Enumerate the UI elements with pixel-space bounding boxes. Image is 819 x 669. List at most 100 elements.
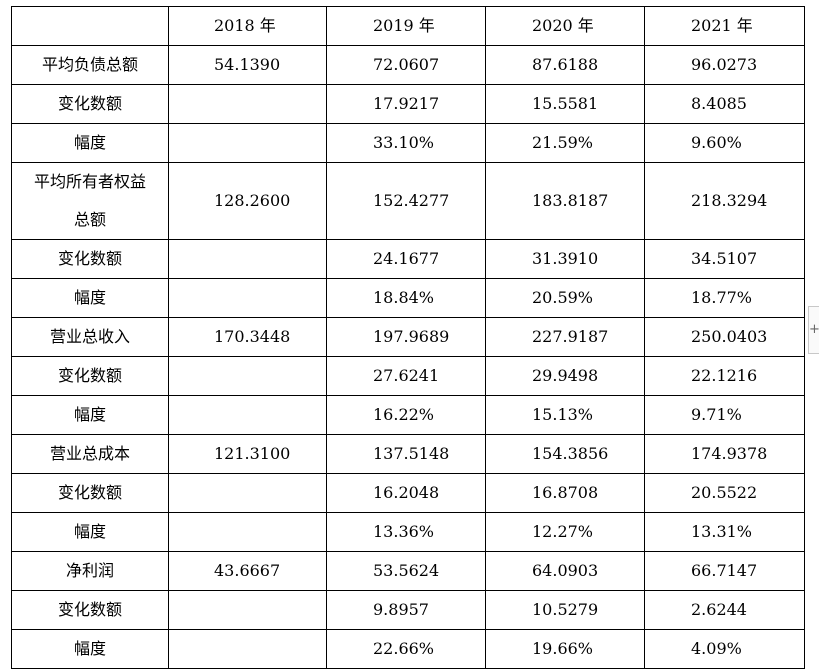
cell-value: 54.1390 [168, 45, 327, 85]
row-label: 幅度 [11, 512, 169, 552]
cell-value: 174.9378 [644, 434, 805, 474]
cell-value: 9.71% [644, 395, 805, 435]
cell-value: 4.09% [644, 629, 805, 669]
row-label: 净利润 [11, 551, 169, 591]
row-label: 变化数额 [11, 473, 169, 513]
cell-value: 20.59% [485, 278, 645, 318]
cell-value: 2.6244 [644, 590, 805, 630]
cell-value: 13.31% [644, 512, 805, 552]
table-row: 幅度 18.84% 20.59% 18.77% [11, 278, 805, 318]
cell-value [168, 278, 327, 318]
cell-value: 27.6241 [326, 356, 486, 396]
cell-value: 16.2048 [326, 473, 486, 513]
cell-value: 66.7147 [644, 551, 805, 591]
cell-value: 137.5148 [326, 434, 486, 474]
cell-value: 31.3910 [485, 239, 645, 279]
cell-value: 16.22% [326, 395, 486, 435]
cell-value: 170.3448 [168, 317, 327, 357]
cell-value: 13.36% [326, 512, 486, 552]
cell-value: 29.9498 [485, 356, 645, 396]
table-row: 变化数额 9.8957 10.5279 2.6244 [11, 590, 805, 630]
cell-value: 18.84% [326, 278, 486, 318]
cell-value: 22.66% [326, 629, 486, 669]
cell-value: 53.5624 [326, 551, 486, 591]
header-year-2019: 2019 年 [326, 6, 486, 46]
cell-value [168, 590, 327, 630]
financial-table: 2018 年 2019 年 2020 年 2021 年 平均负债总额 54.13… [11, 6, 805, 669]
cell-value: 218.3294 [644, 162, 805, 240]
cell-value [168, 512, 327, 552]
cell-value [168, 239, 327, 279]
cell-value: 87.6188 [485, 45, 645, 85]
cell-value: 15.5581 [485, 84, 645, 124]
table-row: 营业总收入 170.3448 197.9689 227.9187 250.040… [11, 317, 805, 357]
table-row: 营业总成本 121.3100 137.5148 154.3856 174.937… [11, 434, 805, 474]
cell-value: 9.60% [644, 123, 805, 163]
row-label-line2: 总额 [73, 210, 106, 229]
cell-value: 12.27% [485, 512, 645, 552]
row-label: 变化数额 [11, 84, 169, 124]
row-label: 变化数额 [11, 356, 169, 396]
table-row: 幅度 22.66% 19.66% 4.09% [11, 629, 805, 669]
cell-value [168, 629, 327, 669]
cell-value: 152.4277 [326, 162, 486, 240]
table-row: 变化数额 27.6241 29.9498 22.1216 [11, 356, 805, 396]
cell-value: 15.13% [485, 395, 645, 435]
cell-value: 18.77% [644, 278, 805, 318]
row-label: 平均负债总额 [11, 45, 169, 85]
cell-value [168, 473, 327, 513]
cell-value: 33.10% [326, 123, 486, 163]
table-row: 幅度 33.10% 21.59% 9.60% [11, 123, 805, 163]
header-year-2021: 2021 年 [644, 6, 805, 46]
cell-value: 19.66% [485, 629, 645, 669]
cell-value: 10.5279 [485, 590, 645, 630]
header-year-2018: 2018 年 [168, 6, 327, 46]
cell-value [168, 84, 327, 124]
header-corner-cell [11, 6, 169, 46]
cell-value: 8.4085 [644, 84, 805, 124]
header-row: 2018 年 2019 年 2020 年 2021 年 [11, 6, 805, 46]
cell-value: 197.9689 [326, 317, 486, 357]
row-label: 营业总收入 [11, 317, 169, 357]
row-label: 幅度 [11, 278, 169, 318]
cell-value: 21.59% [485, 123, 645, 163]
cell-value: 24.1677 [326, 239, 486, 279]
table-row: 平均所有者权益 总额 128.2600 152.4277 183.8187 218… [11, 162, 805, 240]
table-row: 幅度 16.22% 15.13% 9.71% [11, 395, 805, 435]
cell-value: 22.1216 [644, 356, 805, 396]
row-label: 营业总成本 [11, 434, 169, 474]
row-label: 幅度 [11, 123, 169, 163]
row-label: 幅度 [11, 629, 169, 669]
cell-value [168, 356, 327, 396]
cell-value: 34.5107 [644, 239, 805, 279]
cell-value: 227.9187 [485, 317, 645, 357]
cell-value: 128.2600 [168, 162, 327, 240]
cell-value: 250.0403 [644, 317, 805, 357]
cell-value: 16.8708 [485, 473, 645, 513]
table-row: 平均负债总额 54.1390 72.0607 87.6188 96.0273 [11, 45, 805, 85]
row-label: 幅度 [11, 395, 169, 435]
table-row: 幅度 13.36% 12.27% 13.31% [11, 512, 805, 552]
table-row: 变化数额 17.9217 15.5581 8.4085 [11, 84, 805, 124]
cell-value: 17.9217 [326, 84, 486, 124]
table-row: 净利润 43.6667 53.5624 64.0903 66.7147 [11, 551, 805, 591]
row-label-line1: 平均所有者权益 [33, 172, 146, 191]
cell-value: 121.3100 [168, 434, 327, 474]
cell-value: 20.5522 [644, 473, 805, 513]
add-column-button[interactable]: + [808, 306, 819, 354]
row-label: 平均所有者权益 总额 [11, 162, 169, 240]
table-row: 变化数额 16.2048 16.8708 20.5522 [11, 473, 805, 513]
cell-value: 72.0607 [326, 45, 486, 85]
cell-value: 43.6667 [168, 551, 327, 591]
cell-value [168, 395, 327, 435]
table-row: 变化数额 24.1677 31.3910 34.5107 [11, 239, 805, 279]
cell-value: 183.8187 [485, 162, 645, 240]
header-year-2020: 2020 年 [485, 6, 645, 46]
row-label: 变化数额 [11, 590, 169, 630]
cell-value: 154.3856 [485, 434, 645, 474]
cell-value: 9.8957 [326, 590, 486, 630]
row-label: 变化数额 [11, 239, 169, 279]
cell-value: 64.0903 [485, 551, 645, 591]
cell-value: 96.0273 [644, 45, 805, 85]
cell-value [168, 123, 327, 163]
